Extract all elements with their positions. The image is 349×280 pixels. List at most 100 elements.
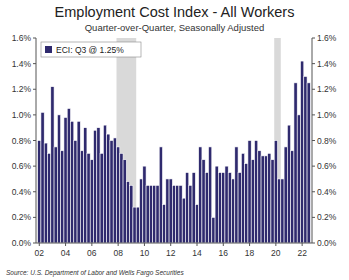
- x-tick: [197, 243, 198, 246]
- x-tick-label: 22: [297, 248, 307, 258]
- bar: [51, 87, 54, 243]
- bar: [126, 182, 129, 244]
- y-tick: [33, 217, 36, 218]
- series-bars: [38, 61, 311, 243]
- y-tick-label-right: 0.8%: [317, 136, 337, 146]
- x-tick: [91, 243, 92, 246]
- bar: [163, 205, 166, 243]
- bar: [136, 207, 139, 243]
- bar: [255, 141, 258, 244]
- bar: [222, 173, 225, 243]
- bar: [172, 185, 175, 243]
- x-tick: [65, 243, 66, 246]
- y-tick-label: 0.4%: [12, 187, 32, 197]
- bar: [156, 185, 159, 243]
- x-tick: [302, 243, 303, 246]
- bar: [281, 179, 284, 243]
- bar: [202, 160, 205, 243]
- bar: [195, 205, 198, 243]
- bar: [271, 160, 274, 243]
- y-tick-label-right: 0.6%: [317, 161, 337, 171]
- bar: [258, 151, 261, 243]
- bar: [189, 185, 192, 243]
- y-tick-right: [312, 191, 315, 192]
- x-tick-label: 20: [271, 248, 281, 258]
- bar: [284, 147, 287, 243]
- y-tick-label: 0.8%: [12, 136, 32, 146]
- bar: [169, 179, 172, 243]
- bar: [245, 164, 248, 243]
- bar: [113, 138, 116, 243]
- bar: [44, 143, 47, 243]
- y-tick-label: 0.0%: [12, 238, 32, 248]
- y-tick: [33, 38, 36, 39]
- source: Source: U.S. Department of Labor and Wel…: [6, 269, 184, 277]
- plot-area: [38, 38, 311, 243]
- bar: [38, 141, 41, 244]
- bar: [182, 198, 185, 243]
- legend-label: ECI: Q3 @ 1.25%: [56, 45, 124, 55]
- y-tick-right: [312, 140, 315, 141]
- bar: [159, 147, 162, 243]
- y-tick-label-right: 1.4%: [317, 59, 337, 69]
- x-tick-label: 12: [166, 248, 176, 258]
- y-tick: [33, 140, 36, 141]
- x-tick: [144, 243, 145, 246]
- bar: [205, 173, 208, 243]
- bar: [287, 125, 290, 243]
- y-tick-label-right: 1.6%: [317, 33, 337, 43]
- bar: [274, 141, 277, 244]
- bar: [61, 151, 64, 243]
- y-tick: [33, 166, 36, 167]
- legend: ECI: Q3 @ 1.25%: [41, 42, 141, 57]
- bar: [278, 179, 281, 243]
- bar: [130, 185, 133, 243]
- x-tick-label: 18: [245, 248, 255, 258]
- bar: [179, 185, 182, 243]
- x-tick: [118, 243, 119, 246]
- bar: [107, 134, 110, 243]
- bar: [110, 141, 113, 244]
- bar: [64, 117, 67, 243]
- bar: [212, 217, 215, 243]
- bar: [232, 179, 235, 243]
- y-tick-label-right: 0.4%: [317, 187, 337, 197]
- bar: [143, 166, 146, 243]
- bar: [301, 61, 304, 243]
- bar: [103, 125, 106, 243]
- recession-band: [274, 38, 281, 243]
- x-tick: [39, 243, 40, 246]
- bar: [166, 179, 169, 243]
- y-tick-label: 1.0%: [12, 110, 32, 120]
- bar: [199, 147, 202, 243]
- x-tick-label: 10: [140, 248, 150, 258]
- x-tick-label: 06: [87, 248, 97, 258]
- bar: [264, 156, 267, 243]
- y-tick-right: [312, 63, 315, 64]
- y-tick-label: 1.6%: [12, 33, 32, 43]
- bar: [90, 160, 93, 243]
- y-tick-right: [312, 166, 315, 167]
- y-tick: [33, 191, 36, 192]
- y-tick-label-right: 1.2%: [317, 84, 337, 94]
- bar: [57, 115, 60, 243]
- bar: [149, 185, 152, 243]
- y-tick-label-right: 0.0%: [317, 238, 337, 248]
- bar: [307, 83, 310, 243]
- bar: [77, 121, 80, 243]
- bar: [123, 160, 126, 243]
- bar: [54, 147, 57, 243]
- bar: [297, 115, 300, 243]
- bar: [304, 76, 307, 243]
- bar: [186, 173, 189, 243]
- legend-swatch: [45, 46, 52, 53]
- bar: [153, 185, 156, 243]
- x-tick: [223, 243, 224, 246]
- bar: [67, 108, 70, 243]
- y-tick-label: 0.2%: [12, 212, 32, 222]
- bar: [176, 185, 179, 243]
- bar: [215, 166, 218, 243]
- x-tick-label: 14: [192, 248, 202, 258]
- x-tick-label: 02: [35, 248, 45, 258]
- y-tick-right: [312, 38, 315, 39]
